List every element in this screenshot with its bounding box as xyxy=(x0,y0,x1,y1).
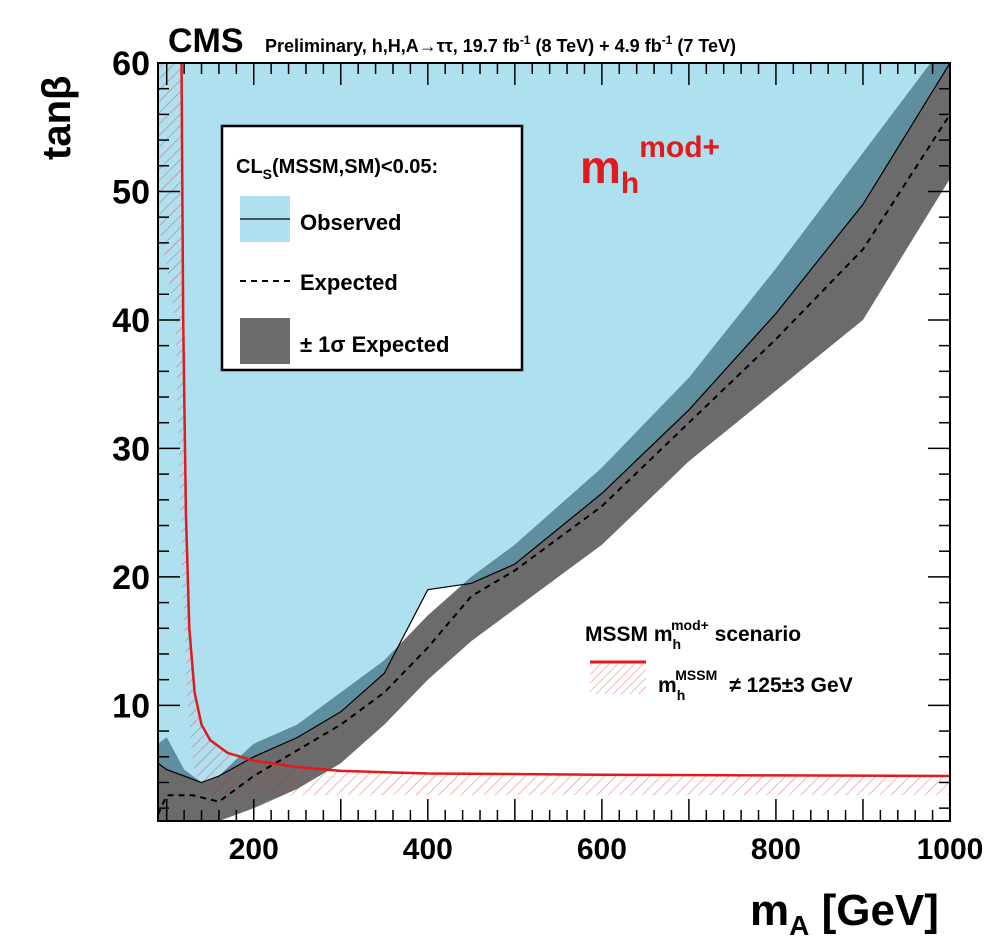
experiment-label: CMS xyxy=(168,22,244,60)
y-tick-label: 10 xyxy=(112,687,150,725)
y-tick-label: 60 xyxy=(112,45,150,83)
x-tick-label: 1000 xyxy=(917,833,984,866)
scenario-legend-title: MSSM mhmod+ scenario xyxy=(585,617,801,652)
legend-hatch-swatch xyxy=(590,662,646,694)
plot-subtitle: Preliminary, h,H,A→ττ, 19.7 fb-1 (8 TeV)… xyxy=(265,33,736,56)
legend-sigma-swatch xyxy=(240,318,290,364)
x-axis-label: mA [GeV] xyxy=(750,886,939,941)
scenario-label: mhmod+ xyxy=(580,131,720,200)
x-tick-label: 800 xyxy=(751,833,801,866)
scenario-legend-exclusion: mhMSSM ≠ 125±3 GeV xyxy=(658,667,853,703)
legend-sigma-label: ± 1σ Expected xyxy=(300,332,449,357)
x-tick-label: 600 xyxy=(577,833,627,866)
legend-observed-label: Observed xyxy=(300,210,402,235)
y-tick-label: 20 xyxy=(112,559,150,597)
expected-line xyxy=(158,113,950,816)
x-tick-label: 400 xyxy=(403,833,453,866)
y-tick-label: 40 xyxy=(112,302,150,340)
axis-ticks xyxy=(158,62,951,821)
y-tick-label: 30 xyxy=(112,430,150,468)
legend-title: CLS(MSSM,SM)<0.05: xyxy=(236,156,438,182)
axis-tick-labels: 200 400 600 800 1000 10 20 30 40 50 60 xyxy=(112,45,983,866)
y-tick-label: 50 xyxy=(112,173,150,211)
plot-frame xyxy=(157,62,951,822)
y-axis-label: tanβ xyxy=(35,76,79,160)
legend-expected-label: Expected xyxy=(300,270,398,295)
mh-curve xyxy=(180,63,950,778)
legend-box: CLS(MSSM,SM)<0.05: Observed Expected ± 1… xyxy=(220,124,524,372)
observed-line xyxy=(158,63,950,784)
scenario-legend: MSSM mhmod+ scenario mhMSSM ≠ 125±3 GeV xyxy=(585,617,853,703)
x-tick-label: 200 xyxy=(229,833,279,866)
